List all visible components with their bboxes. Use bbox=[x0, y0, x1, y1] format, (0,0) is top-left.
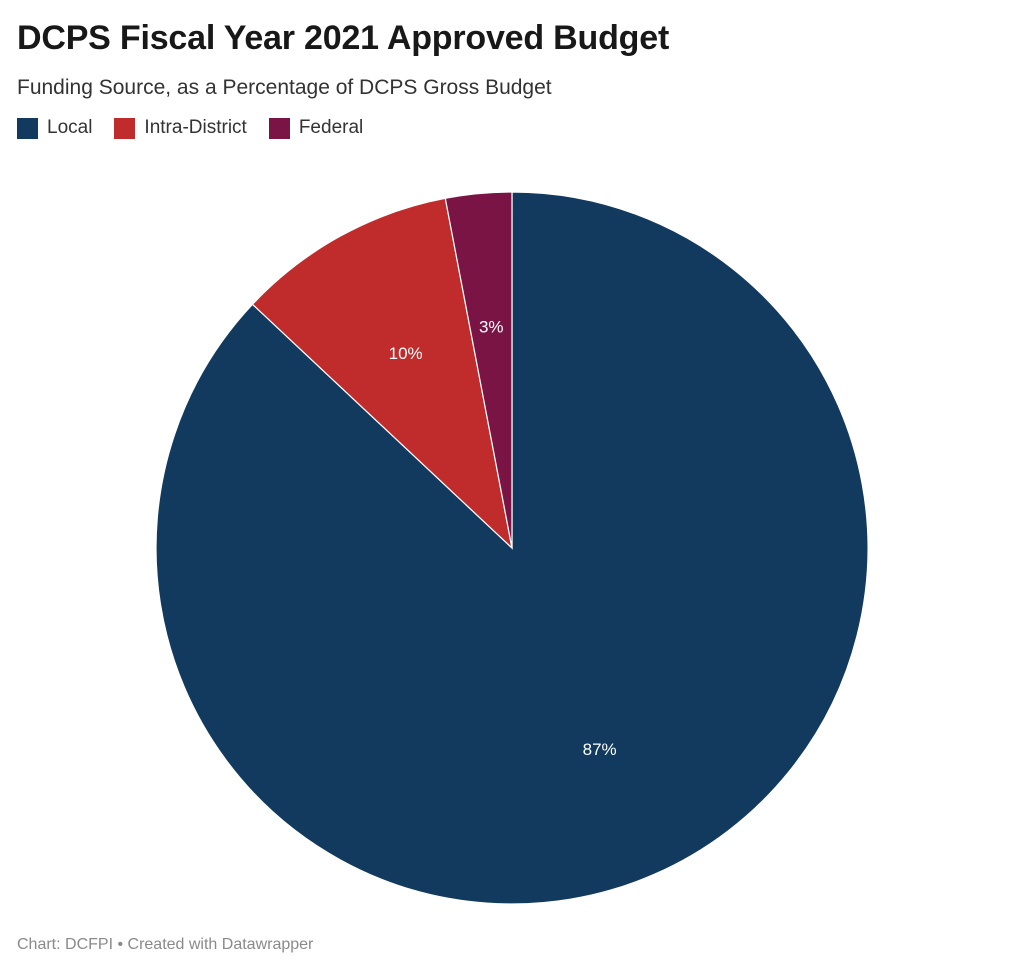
legend-swatch-intra-district bbox=[114, 117, 136, 139]
chart-subtitle: Funding Source, as a Percentage of DCPS … bbox=[17, 76, 552, 99]
pie-label-intra-district: 10% bbox=[389, 344, 423, 363]
chart-title: DCPS Fiscal Year 2021 Approved Budget bbox=[17, 19, 670, 57]
pie-label-local: 87% bbox=[583, 740, 617, 759]
legend-item-intra-district: Intra-District bbox=[114, 117, 247, 139]
pie-slice-federal bbox=[444, 191, 513, 549]
chart-legend: Local Intra-District Federal bbox=[17, 117, 363, 139]
legend-item-local: Local bbox=[17, 117, 92, 139]
legend-label-local: Local bbox=[47, 117, 93, 138]
pie-label-federal: 3% bbox=[479, 318, 504, 337]
pie-slice-intra-district bbox=[251, 197, 513, 550]
pie-chart: 87% 10% 3% bbox=[155, 191, 869, 905]
legend-label-federal: Federal bbox=[298, 117, 364, 138]
legend-swatch-local bbox=[17, 117, 38, 139]
legend-label-intra-district: Intra-District bbox=[144, 117, 247, 138]
chart-credit: Chart: DCFPI • Created with Datawrapper bbox=[17, 936, 314, 953]
legend-swatch-federal bbox=[268, 117, 290, 139]
legend-item-federal: Federal bbox=[268, 117, 364, 139]
